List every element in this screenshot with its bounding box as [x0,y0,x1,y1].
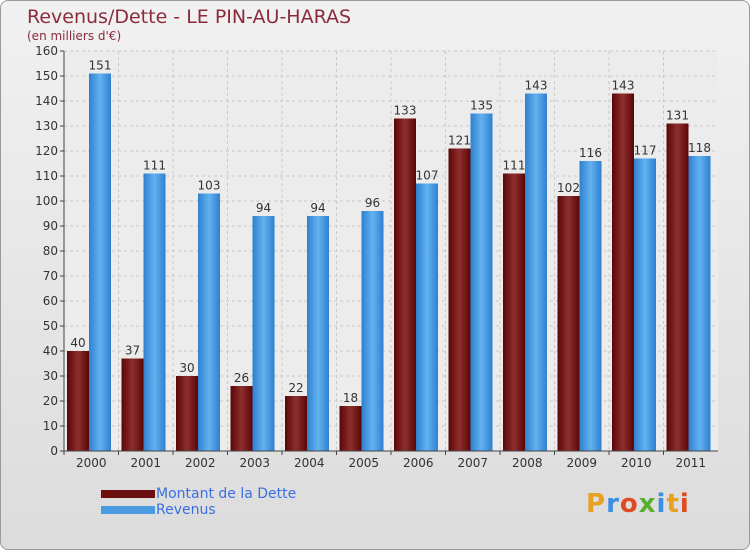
bar-revenus [361,211,384,451]
legend-label-dette: Montant de la Dette [156,486,297,502]
y-tick-label: 100 [35,194,58,208]
logo-letter: t [666,489,680,519]
y-tick-label: 30 [43,369,58,383]
x-tick-label: 2008 [512,456,543,470]
y-tick-label: 70 [43,269,58,283]
bar-dette [67,351,89,451]
logo-letter: P [586,489,607,519]
data-label-revenus: 107 [416,169,439,183]
data-label-revenus: 94 [256,201,271,215]
proxiti-logo: Proxiti [586,489,690,519]
data-label-revenus: 118 [688,141,711,155]
y-tick-label: 0 [50,444,58,458]
x-tick-label: 2003 [239,456,270,470]
bar-dette [121,358,144,451]
legend-label-revenus: Revenus [156,502,216,518]
bar-dette [230,386,253,451]
x-tick-label: 2011 [675,456,706,470]
bar-revenus [579,161,602,451]
bar-dette [176,376,198,451]
bar-revenus [198,193,220,451]
data-label-dette: 22 [288,381,303,395]
y-tick-label: 110 [35,169,58,183]
data-label-revenus: 143 [525,79,548,93]
data-label-revenus: 96 [365,196,380,210]
data-label-dette: 26 [234,371,249,385]
bar-revenus [688,156,711,451]
data-label-dette: 133 [394,104,417,118]
bar-revenus [525,93,547,451]
y-tick-label: 120 [35,144,58,158]
logo-letter: r [606,489,620,519]
data-label-dette: 40 [70,336,85,350]
bar-revenus [470,113,493,451]
logo-letter: x [638,489,657,519]
y-tick-label: 10 [43,419,58,433]
y-tick-label: 50 [43,319,58,333]
data-label-dette: 37 [125,344,140,358]
bar-dette [503,173,525,451]
logo-letter: o [619,489,639,519]
data-label-dette: 30 [179,361,194,375]
bar-dette [557,196,580,451]
y-tick-label: 20 [43,394,58,408]
y-tick-label: 160 [35,44,58,58]
x-tick-label: 2004 [294,456,325,470]
x-tick-label: 2000 [76,456,107,470]
data-label-revenus: 117 [634,144,657,158]
y-tick-label: 40 [43,344,58,358]
y-tick-label: 90 [43,219,58,233]
chart-title: Revenus/Dette - LE PIN-AU-HARAS [27,6,352,28]
y-tick-label: 150 [35,69,58,83]
data-label-dette: 102 [557,181,580,195]
data-label-dette: 18 [343,391,358,405]
data-label-dette: 111 [503,159,526,173]
bar-revenus [416,183,438,451]
bar-revenus [252,216,275,451]
x-tick-label: 2007 [457,456,488,470]
data-label-revenus: 111 [143,159,166,173]
bar-dette [394,118,416,451]
chart-subtitle: (en milliers d'€) [27,29,122,43]
y-tick-label: 140 [35,94,58,108]
bar-revenus [143,173,166,451]
y-tick-label: 60 [43,294,58,308]
data-label-revenus: 151 [89,59,112,73]
bar-dette [285,396,307,451]
x-tick-label: 2010 [621,456,652,470]
x-tick-label: 2005 [348,456,379,470]
legend-swatch-revenus [101,506,155,514]
bar-revenus [89,73,111,451]
bar-dette [666,123,689,451]
bar-dette [339,406,362,451]
data-label-revenus: 135 [470,99,493,113]
logo-letter: i [679,489,690,519]
bar-dette [448,148,471,451]
logo-letter: i [656,489,667,519]
data-label-revenus: 116 [579,146,602,160]
data-label-revenus: 94 [310,201,325,215]
data-label-dette: 131 [666,109,689,123]
bar-dette [612,93,634,451]
data-label-revenus: 103 [198,179,221,193]
x-tick-label: 2002 [185,456,216,470]
x-tick-label: 2006 [403,456,434,470]
y-tick-label: 80 [43,244,58,258]
x-tick-label: 2001 [130,456,161,470]
y-tick-label: 130 [35,119,58,133]
legend-swatch-dette [101,490,155,498]
bar-revenus [307,216,329,451]
x-tick-label: 2009 [566,456,597,470]
data-label-dette: 121 [448,134,471,148]
bar-revenus [634,158,656,451]
data-label-dette: 143 [612,79,635,93]
